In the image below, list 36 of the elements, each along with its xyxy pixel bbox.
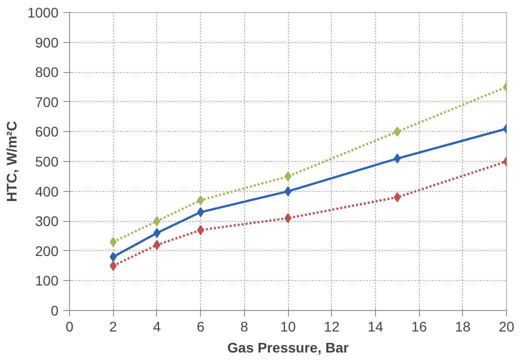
y-tick-label: 0 [50,302,59,318]
y-tick-label: 1000 [27,4,59,20]
y-axis-title: HTC, W/m²C [3,121,20,202]
point [197,207,204,218]
y-tick-label: 900 [35,34,59,50]
y-tick-label: 600 [35,124,59,140]
y-tick-label: 800 [35,64,59,80]
point [394,192,401,202]
x-tick-label: 12 [324,318,340,334]
point [197,195,204,206]
x-tick-label: 10 [280,318,296,334]
x-tick-label: 8 [240,318,248,334]
x-tick-label: 20 [498,318,514,334]
x-axis-title: Gas Pressure, Bar [227,340,350,356]
point [153,216,160,226]
x-tick-label: 16 [411,318,428,334]
x-tick-label: 0 [66,318,74,334]
point [197,225,204,236]
y-tick-label: 100 [35,272,59,289]
x-tick-label: 18 [455,318,471,334]
point [110,252,117,262]
y-tick-label: 200 [35,242,59,259]
y-tick-label: 400 [35,183,59,200]
point [153,228,160,238]
x-tick-label: 2 [109,318,118,334]
y-tick-label: 500 [35,154,59,170]
point [394,154,401,164]
x-tick-label: 6 [196,318,205,334]
point [110,260,117,271]
point [110,236,117,247]
x-tick-label: 14 [368,318,384,334]
point [394,126,401,137]
y-tick-label: 700 [35,94,59,110]
point [153,240,160,250]
x-tick-label: 4 [153,318,162,334]
y-tick-label: 300 [35,213,59,230]
